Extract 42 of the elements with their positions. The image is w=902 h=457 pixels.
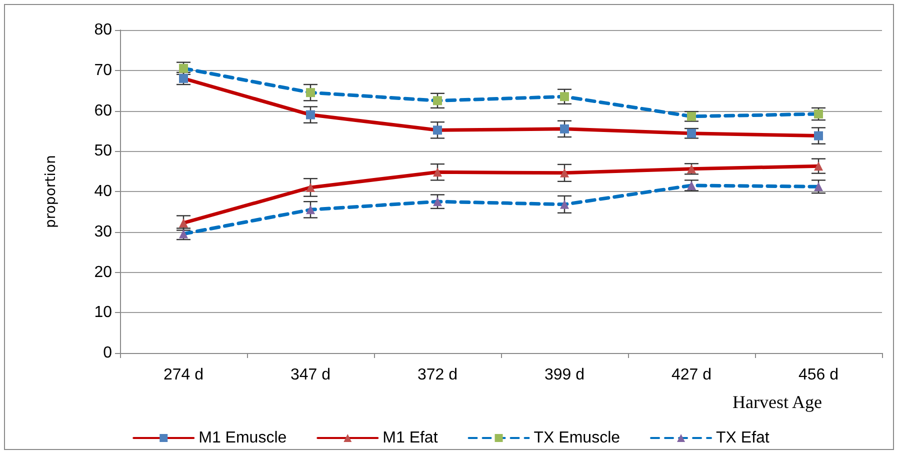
point xyxy=(814,182,823,192)
legend-label: TX Efat xyxy=(716,430,770,446)
point xyxy=(687,128,696,138)
point xyxy=(306,88,315,98)
point xyxy=(179,218,188,228)
y-tick-label: 10 xyxy=(94,304,112,322)
point xyxy=(306,205,315,214)
point xyxy=(433,168,442,177)
point xyxy=(687,112,696,121)
y-tick-label: 20 xyxy=(94,264,112,281)
point xyxy=(306,110,315,120)
legend-label: TX Emuscle xyxy=(534,430,620,446)
x-tick-label: 399 d xyxy=(544,366,585,384)
x-axis-title: Harvest Age xyxy=(732,392,822,412)
x-tick-label: 347 d xyxy=(290,366,331,384)
point xyxy=(560,92,569,102)
y-tick-label: 60 xyxy=(94,102,112,120)
point xyxy=(306,182,315,192)
point xyxy=(814,109,823,118)
point xyxy=(433,197,442,206)
legend-label: M1 Emuscle xyxy=(198,430,287,446)
y-tick-label: 70 xyxy=(94,62,112,79)
point xyxy=(814,131,823,140)
point xyxy=(433,96,442,106)
point xyxy=(687,180,696,190)
point xyxy=(687,164,696,174)
legend-label: M1 Efat xyxy=(382,430,438,446)
point xyxy=(560,168,569,178)
point xyxy=(560,200,569,209)
y-tick-label: 80 xyxy=(94,22,112,38)
x-tick-label: 274 d xyxy=(163,366,204,384)
y-tick-label: 30 xyxy=(94,223,112,240)
point xyxy=(433,126,442,135)
point xyxy=(560,124,569,134)
x-tick-label: 427 d xyxy=(671,366,712,384)
point xyxy=(814,162,823,171)
y-tick-label: 0 xyxy=(103,344,112,362)
y-tick-label: 50 xyxy=(94,142,112,160)
x-tick-label: 372 d xyxy=(417,366,458,384)
y-tick-label: 40 xyxy=(94,183,112,200)
y-axis-title: proportion xyxy=(43,155,59,228)
x-tick-label: 456 d xyxy=(798,366,839,384)
